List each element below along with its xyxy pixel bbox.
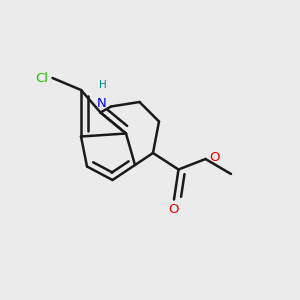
Text: O: O [209, 151, 220, 164]
Text: N: N [97, 97, 106, 110]
Text: O: O [168, 203, 178, 216]
Text: Cl: Cl [35, 71, 48, 85]
Text: H: H [99, 80, 106, 90]
